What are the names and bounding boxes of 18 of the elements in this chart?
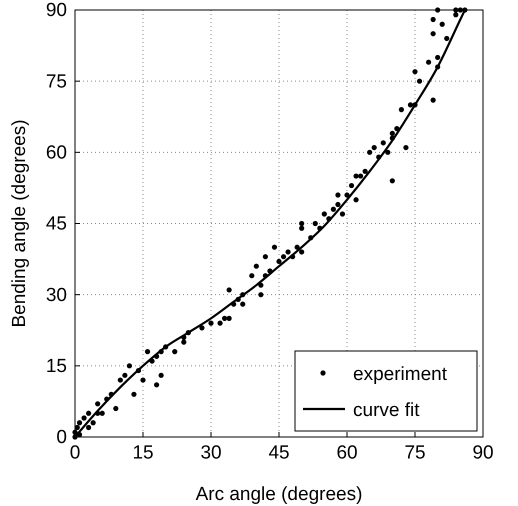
- x-tick-label: 0: [70, 442, 80, 464]
- x-tick-label: 75: [404, 442, 426, 464]
- y-axis-title: Bending angle (degrees): [9, 119, 30, 328]
- x-axis-title: Arc angle (degrees): [196, 484, 362, 505]
- y-tick-label: 0: [56, 427, 67, 448]
- x-tick-label: 60: [336, 442, 358, 464]
- y-tick-label: 60: [46, 142, 67, 164]
- y-tick-label: 45: [46, 214, 67, 235]
- x-tick-label: 90: [472, 442, 494, 464]
- y-tick-label: 15: [46, 356, 67, 377]
- x-tick-label: 30: [200, 442, 222, 464]
- x-tick-label: 15: [132, 442, 154, 464]
- y-tick-label: 75: [46, 71, 67, 92]
- x-tick-label: 45: [268, 442, 290, 464]
- legend-label: experiment: [353, 364, 448, 385]
- legend-label: curve fit: [353, 400, 420, 421]
- y-tick-label: 90: [46, 0, 67, 22]
- y-tick-label: 30: [46, 284, 67, 306]
